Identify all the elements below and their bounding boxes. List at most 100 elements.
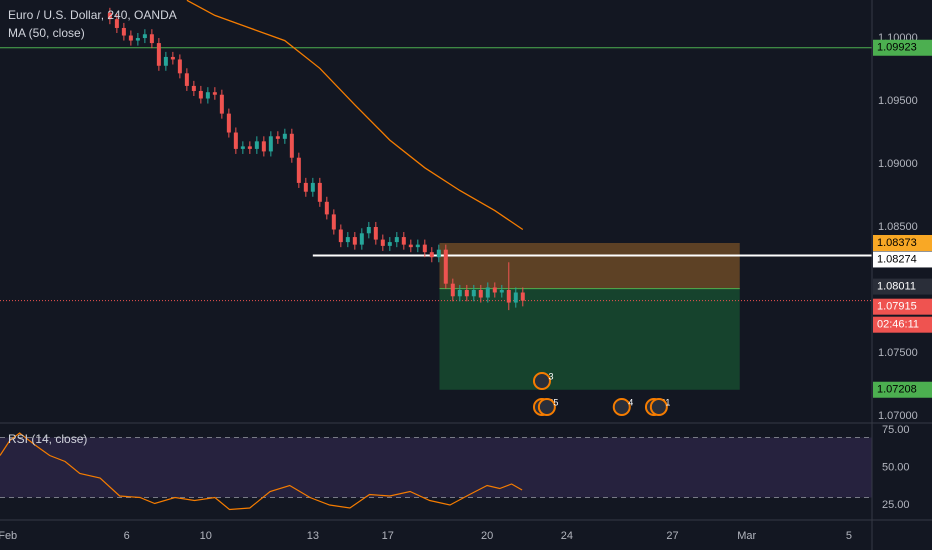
x-tick-label: 13 bbox=[307, 530, 319, 542]
y-tick-label: 1.07500 bbox=[878, 347, 918, 359]
level-label: 1.08274 bbox=[877, 253, 917, 265]
stop-label: 1.08373 bbox=[877, 237, 917, 249]
candle-body bbox=[268, 136, 273, 152]
candle-body bbox=[331, 214, 336, 230]
candle-body bbox=[114, 19, 119, 28]
x-tick-label: 6 bbox=[124, 530, 130, 542]
candle-body bbox=[177, 59, 182, 74]
candle-body bbox=[359, 233, 364, 245]
candle-body bbox=[198, 90, 203, 99]
entry-label: 1.08011 bbox=[877, 280, 916, 292]
candle-body bbox=[205, 92, 210, 99]
level-label: 1.09923 bbox=[877, 42, 917, 54]
candle-body bbox=[156, 43, 161, 66]
candle-body bbox=[254, 141, 259, 149]
candle-body bbox=[142, 34, 147, 39]
candle-body bbox=[422, 244, 427, 253]
level-label-bg bbox=[873, 251, 932, 268]
candle-body bbox=[464, 289, 469, 297]
candle-body bbox=[107, 12, 112, 20]
candle-body bbox=[478, 289, 483, 298]
candle-body bbox=[415, 244, 420, 248]
ma-line bbox=[186, 0, 524, 231]
candle-body bbox=[401, 237, 406, 245]
candle-body bbox=[338, 229, 343, 243]
plot bbox=[0, 0, 872, 511]
candle-body bbox=[275, 136, 280, 139]
candle-body bbox=[226, 113, 231, 133]
x-tick-label: 20 bbox=[481, 530, 493, 542]
candle-body bbox=[212, 92, 217, 95]
last-price-label-bg bbox=[873, 298, 932, 315]
candle-body bbox=[289, 133, 294, 158]
x-tick-label: 27 bbox=[666, 530, 678, 542]
candle-body bbox=[394, 237, 399, 243]
rsi-legend: RSI (14, close) bbox=[8, 432, 87, 446]
candle-body bbox=[121, 27, 126, 36]
target-label: 1.07208 bbox=[877, 384, 917, 396]
rsi-line bbox=[0, 432, 523, 511]
candle-body bbox=[457, 289, 462, 297]
candle-body bbox=[366, 226, 371, 234]
candle-body bbox=[499, 289, 504, 293]
candle-body bbox=[219, 94, 224, 114]
candle-body bbox=[240, 146, 245, 149]
ma-legend: MA (50, close) bbox=[8, 26, 85, 40]
rsi-tick-label: 75.00 bbox=[882, 424, 910, 436]
x-tick-label: 10 bbox=[200, 530, 212, 542]
level-label-bg bbox=[873, 39, 932, 56]
candle-body bbox=[513, 292, 518, 303]
x-tick-label: Mar bbox=[737, 530, 756, 542]
candle-body bbox=[247, 146, 252, 149]
candle-body bbox=[408, 244, 413, 248]
y-tick-label: 1.09000 bbox=[878, 158, 918, 170]
countdown-bg bbox=[873, 316, 932, 333]
candle-body bbox=[163, 56, 168, 66]
event-icon bbox=[532, 372, 551, 390]
event-icon bbox=[612, 398, 631, 416]
candle-body bbox=[471, 289, 476, 297]
candle-body bbox=[310, 182, 315, 192]
candle-body bbox=[443, 249, 448, 284]
entry-label-bg bbox=[873, 278, 932, 295]
candle-body bbox=[303, 182, 308, 192]
target-label-bg bbox=[873, 381, 932, 398]
x-tick-label: 5 bbox=[846, 530, 852, 542]
chart-title: Euro / U.S. Dollar, 240, OANDA bbox=[8, 8, 177, 22]
candle-body bbox=[324, 201, 329, 215]
rsi-tick-label: 25.00 bbox=[882, 499, 910, 511]
candle-body bbox=[506, 289, 511, 303]
candle-body bbox=[485, 287, 490, 298]
candle-body bbox=[191, 85, 196, 91]
candle-body bbox=[380, 239, 385, 246]
x-tick-label: 17 bbox=[382, 530, 394, 542]
event-icon bbox=[649, 398, 668, 416]
y-tick-label: 1.07000 bbox=[878, 410, 918, 422]
target-zone bbox=[439, 288, 740, 390]
candle-body bbox=[450, 283, 455, 297]
candle-body bbox=[429, 252, 434, 258]
candle-body bbox=[520, 292, 525, 301]
event-count: 4 bbox=[628, 397, 633, 407]
candle-body bbox=[282, 133, 287, 139]
event-count: 3 bbox=[548, 371, 553, 381]
y-tick-label: 1.08500 bbox=[878, 221, 918, 233]
event-count: 5 bbox=[553, 397, 558, 407]
rsi-band bbox=[0, 437, 872, 498]
candle-body bbox=[373, 226, 378, 240]
event-count: 1 bbox=[665, 397, 670, 407]
x-tick-label: Feb bbox=[0, 530, 17, 542]
candle-body bbox=[436, 249, 441, 258]
candle-body bbox=[233, 132, 238, 149]
candle-body bbox=[149, 34, 154, 44]
rsi-tick-label: 50.00 bbox=[882, 461, 910, 473]
candle-body bbox=[170, 56, 175, 60]
candle-body bbox=[387, 242, 392, 246]
candle-body bbox=[128, 35, 133, 41]
candle-body bbox=[184, 73, 189, 86]
candle-body bbox=[492, 287, 497, 293]
last-price-label: 1.07915 bbox=[877, 301, 917, 313]
candle-body bbox=[352, 237, 357, 245]
